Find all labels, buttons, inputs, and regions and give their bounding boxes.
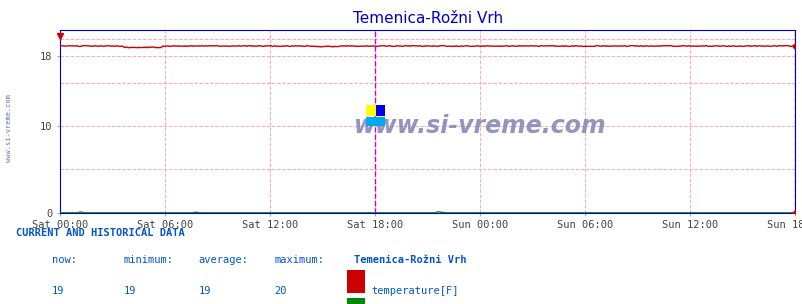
Bar — [375, 105, 385, 116]
Text: 19: 19 — [124, 286, 136, 296]
Text: www.si-vreme.com: www.si-vreme.com — [6, 94, 12, 162]
Bar — [347, 298, 365, 304]
Text: maximum:: maximum: — [274, 255, 324, 265]
Text: minimum:: minimum: — [124, 255, 173, 265]
Text: 20: 20 — [274, 286, 286, 296]
Text: average:: average: — [199, 255, 249, 265]
Text: now:: now: — [51, 255, 77, 265]
Text: CURRENT AND HISTORICAL DATA: CURRENT AND HISTORICAL DATA — [16, 229, 184, 238]
Bar — [366, 117, 385, 126]
Text: www.si-vreme.com: www.si-vreme.com — [354, 114, 606, 137]
Title: Temenica-Rožni Vrh: Temenica-Rožni Vrh — [352, 12, 502, 26]
Bar — [347, 270, 365, 293]
Text: Temenica-Rožni Vrh: Temenica-Rožni Vrh — [354, 255, 466, 265]
Text: 19: 19 — [199, 286, 211, 296]
Bar — [366, 105, 375, 116]
Text: 19: 19 — [51, 286, 64, 296]
Text: temperature[F]: temperature[F] — [371, 286, 458, 296]
